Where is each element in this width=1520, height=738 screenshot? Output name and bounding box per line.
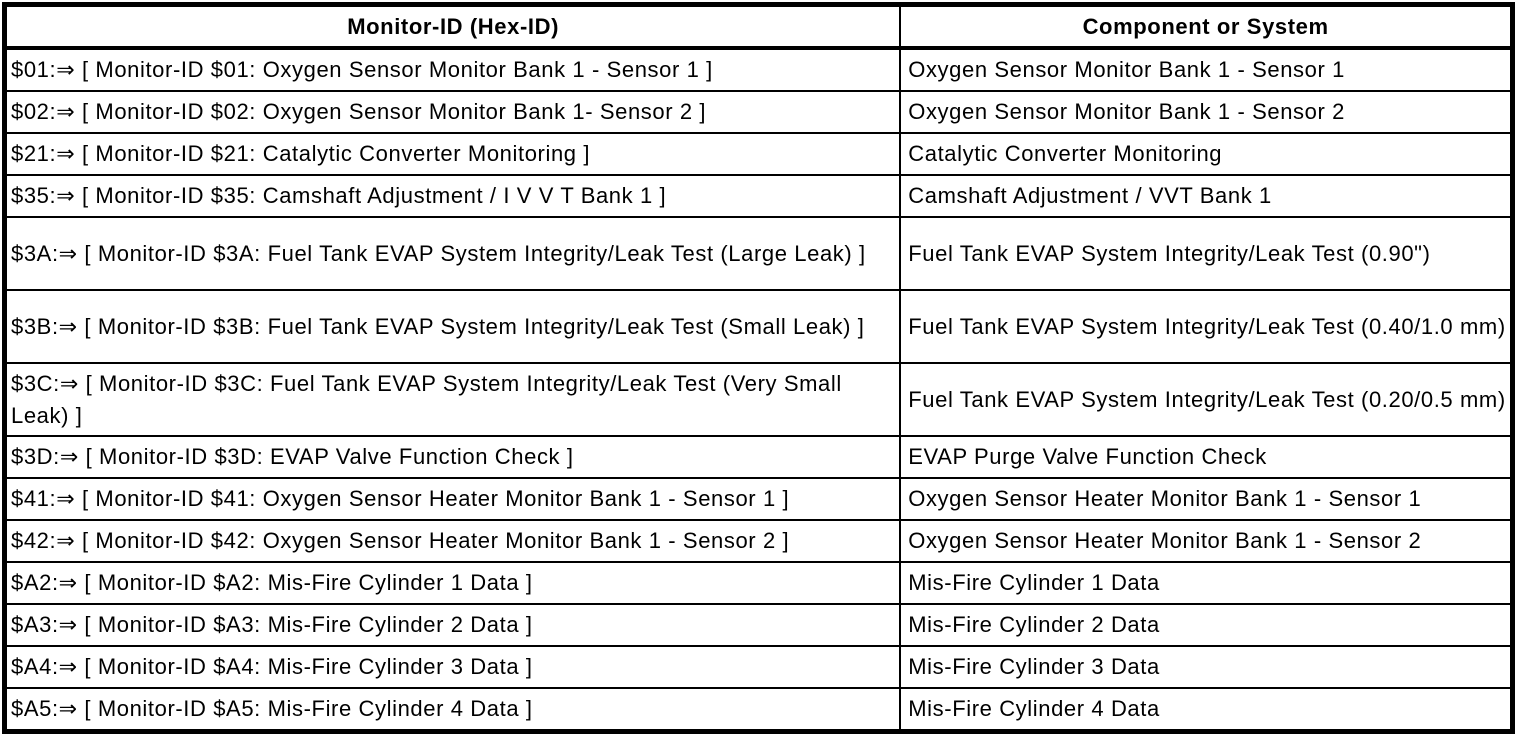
table-row: $42:⇒ [ Monitor-ID $42: Oxygen Sensor He… — [3, 519, 1514, 563]
monitor-id-cell: $3A:⇒ [ Monitor-ID $3A: Fuel Tank EVAP S… — [3, 216, 902, 291]
monitor-id-cell: $3D:⇒ [ Monitor-ID $3D: EVAP Valve Funct… — [3, 435, 902, 479]
component-cell: EVAP Purge Valve Function Check — [899, 435, 1514, 479]
table-row: $41:⇒ [ Monitor-ID $41: Oxygen Sensor He… — [3, 477, 1514, 521]
table-row: $A2:⇒ [ Monitor-ID $A2: Mis-Fire Cylinde… — [3, 561, 1514, 605]
monitor-id-cell: $3C:⇒ [ Monitor-ID $3C: Fuel Tank EVAP S… — [3, 362, 902, 437]
component-cell: Fuel Tank EVAP System Integrity/Leak Tes… — [899, 289, 1514, 364]
component-cell: Oxygen Sensor Heater Monitor Bank 1 - Se… — [899, 477, 1514, 521]
component-cell: Mis-Fire Cylinder 1 Data — [899, 561, 1514, 605]
monitor-id-cell: $A2:⇒ [ Monitor-ID $A2: Mis-Fire Cylinde… — [3, 561, 902, 605]
table-row: $3C:⇒ [ Monitor-ID $3C: Fuel Tank EVAP S… — [3, 362, 1514, 437]
table-row: $A3:⇒ [ Monitor-ID $A3: Mis-Fire Cylinde… — [3, 603, 1514, 647]
table-row: $21:⇒ [ Monitor-ID $21: Catalytic Conver… — [3, 132, 1514, 176]
monitor-id-cell: $42:⇒ [ Monitor-ID $42: Oxygen Sensor He… — [3, 519, 902, 563]
component-cell: Oxygen Sensor Monitor Bank 1 - Sensor 1 — [899, 47, 1514, 92]
component-cell: Oxygen Sensor Heater Monitor Bank 1 - Se… — [899, 519, 1514, 563]
component-cell: Fuel Tank EVAP System Integrity/Leak Tes… — [899, 362, 1514, 437]
column-header-monitor-id: Monitor-ID (Hex-ID) — [3, 3, 902, 50]
component-cell: Mis-Fire Cylinder 2 Data — [899, 603, 1514, 647]
component-cell: Fuel Tank EVAP System Integrity/Leak Tes… — [899, 216, 1514, 291]
table-row: $3B:⇒ [ Monitor-ID $3B: Fuel Tank EVAP S… — [3, 289, 1514, 364]
monitor-id-cell: $21:⇒ [ Monitor-ID $21: Catalytic Conver… — [3, 132, 902, 176]
monitor-id-cell: $02:⇒ [ Monitor-ID $02: Oxygen Sensor Mo… — [3, 90, 902, 134]
component-cell: Catalytic Converter Monitoring — [899, 132, 1514, 176]
monitor-id-cell: $A4:⇒ [ Monitor-ID $A4: Mis-Fire Cylinde… — [3, 645, 902, 689]
table-row: $A5:⇒ [ Monitor-ID $A5: Mis-Fire Cylinde… — [3, 687, 1514, 733]
monitor-id-cell: $01:⇒ [ Monitor-ID $01: Oxygen Sensor Mo… — [3, 47, 902, 92]
table-row: $3A:⇒ [ Monitor-ID $3A: Fuel Tank EVAP S… — [3, 216, 1514, 291]
table-row: $01:⇒ [ Monitor-ID $01: Oxygen Sensor Mo… — [3, 47, 1514, 92]
monitor-id-cell: $41:⇒ [ Monitor-ID $41: Oxygen Sensor He… — [3, 477, 902, 521]
component-cell: Oxygen Sensor Monitor Bank 1 - Sensor 2 — [899, 90, 1514, 134]
monitor-id-cell: $A3:⇒ [ Monitor-ID $A3: Mis-Fire Cylinde… — [3, 603, 902, 647]
table-row: $3D:⇒ [ Monitor-ID $3D: EVAP Valve Funct… — [3, 435, 1514, 479]
monitor-id-cell: $A5:⇒ [ Monitor-ID $A5: Mis-Fire Cylinde… — [3, 687, 902, 733]
monitor-id-cell: $3B:⇒ [ Monitor-ID $3B: Fuel Tank EVAP S… — [3, 289, 902, 364]
monitor-id-cell: $35:⇒ [ Monitor-ID $35: Camshaft Adjustm… — [3, 174, 902, 218]
component-cell: Camshaft Adjustment / VVT Bank 1 — [899, 174, 1514, 218]
table-row: $A4:⇒ [ Monitor-ID $A4: Mis-Fire Cylinde… — [3, 645, 1514, 689]
table-row: $35:⇒ [ Monitor-ID $35: Camshaft Adjustm… — [3, 174, 1514, 218]
component-cell: Mis-Fire Cylinder 4 Data — [899, 687, 1514, 733]
table-row: $02:⇒ [ Monitor-ID $02: Oxygen Sensor Mo… — [3, 90, 1514, 134]
column-header-component: Component or System — [899, 3, 1514, 50]
header-row: Monitor-ID (Hex-ID) Component or System — [3, 3, 1514, 50]
component-cell: Mis-Fire Cylinder 3 Data — [899, 645, 1514, 689]
